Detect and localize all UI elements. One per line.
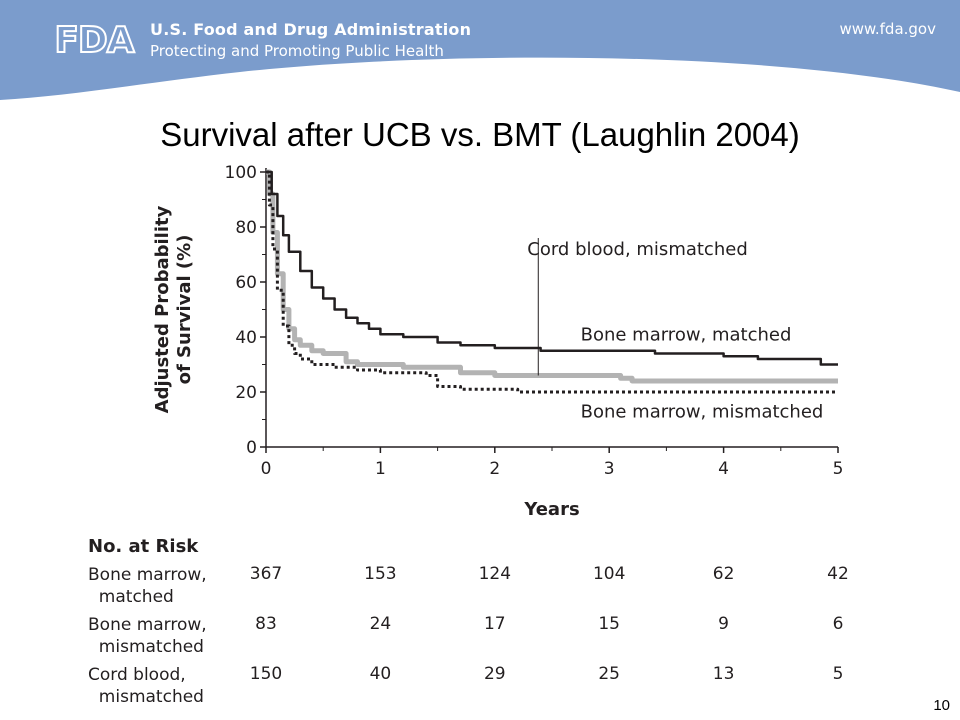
series-line-bone-marrow-mismatched xyxy=(266,170,838,394)
risk-table-title: No. at Risk xyxy=(88,536,199,557)
y-tick-label: 0 xyxy=(246,438,257,458)
series-line-bone-marrow-matched xyxy=(266,170,838,366)
risk-cell: 83 xyxy=(255,614,277,634)
risk-cell: 104 xyxy=(592,564,626,584)
fda-logo-text: FDA xyxy=(54,20,134,58)
risk-row-label: Bone marrow, matched xyxy=(88,565,207,607)
annotation-cord-blood-mismatched: Cord blood, mismatched xyxy=(527,239,747,260)
risk-cell: 42 xyxy=(827,564,849,584)
y-tick-label: 60 xyxy=(235,273,257,293)
risk-cell: 17 xyxy=(483,614,506,634)
site-url-link[interactable]: www.fda.gov xyxy=(839,20,936,38)
risk-cell: 29 xyxy=(483,664,506,684)
annotation-bone-marrow-mismatched: Bone marrow, mismatched xyxy=(581,401,824,422)
banner-background xyxy=(0,0,960,100)
risk-cell: 13 xyxy=(712,664,735,684)
x-axis-label: Years xyxy=(523,499,579,520)
plot-area: 0 20 40 60 80 100 0 1 2 3 4 5 Cord blood, mismatched… xyxy=(225,163,844,479)
risk-cell: 367 xyxy=(249,564,283,584)
fda-logo: FDA xyxy=(53,19,136,58)
org-tagline: Protecting and Promoting Public Health xyxy=(150,42,444,60)
x-tick-label: 3 xyxy=(604,459,615,479)
x-tick-label: 0 xyxy=(261,459,272,479)
risk-row-label: Bone marrow, mismatched xyxy=(88,615,207,657)
survival-chart: 0 20 40 60 80 100 0 1 2 3 4 5 Cord blood, mismatched… xyxy=(152,163,844,520)
risk-cell: 25 xyxy=(598,664,620,684)
y-tick-label: 80 xyxy=(235,218,257,238)
x-tick-label: 4 xyxy=(718,459,729,479)
risk-cell: 9 xyxy=(718,614,729,634)
y-tick-label: 100 xyxy=(225,163,257,183)
risk-table: No. at Risk Bone marrow, matched 367 153 12… xyxy=(88,536,868,716)
series-line-cord-blood-mismatched xyxy=(266,169,838,384)
risk-cell: 6 xyxy=(832,614,844,634)
risk-cell: 150 xyxy=(249,664,283,684)
x-tick-label: 1 xyxy=(375,459,386,479)
y-axis-label-line2: of Survival (%) xyxy=(174,235,195,385)
y-tick-label: 40 xyxy=(235,328,257,348)
risk-cell: 5 xyxy=(832,664,844,684)
risk-cell: 124 xyxy=(478,564,512,584)
risk-cell: 62 xyxy=(712,564,735,584)
risk-row-label: Cord blood, mismatched xyxy=(88,665,204,707)
header-banner: FDA U.S. Food and Drug Administration Pr… xyxy=(0,0,960,110)
page-number: 10 xyxy=(933,697,950,714)
y-tick-label: 20 xyxy=(235,383,257,403)
slide-title: Survival after UCB vs. BMT (Laughlin 200… xyxy=(160,116,800,153)
risk-cell: 24 xyxy=(369,614,392,634)
org-name: U.S. Food and Drug Administration xyxy=(150,20,472,39)
risk-cell: 15 xyxy=(598,614,620,634)
risk-cell: 40 xyxy=(369,664,392,684)
x-tick-label: 5 xyxy=(833,459,844,479)
y-axis-label: Adjusted Probabilityof Survival (%) xyxy=(152,205,195,413)
x-tick-label: 2 xyxy=(489,459,500,479)
y-axis-label-line1: Adjusted Probability xyxy=(152,205,173,413)
annotation-bone-marrow-matched: Bone marrow, matched xyxy=(581,324,792,345)
risk-cell: 153 xyxy=(364,564,397,584)
